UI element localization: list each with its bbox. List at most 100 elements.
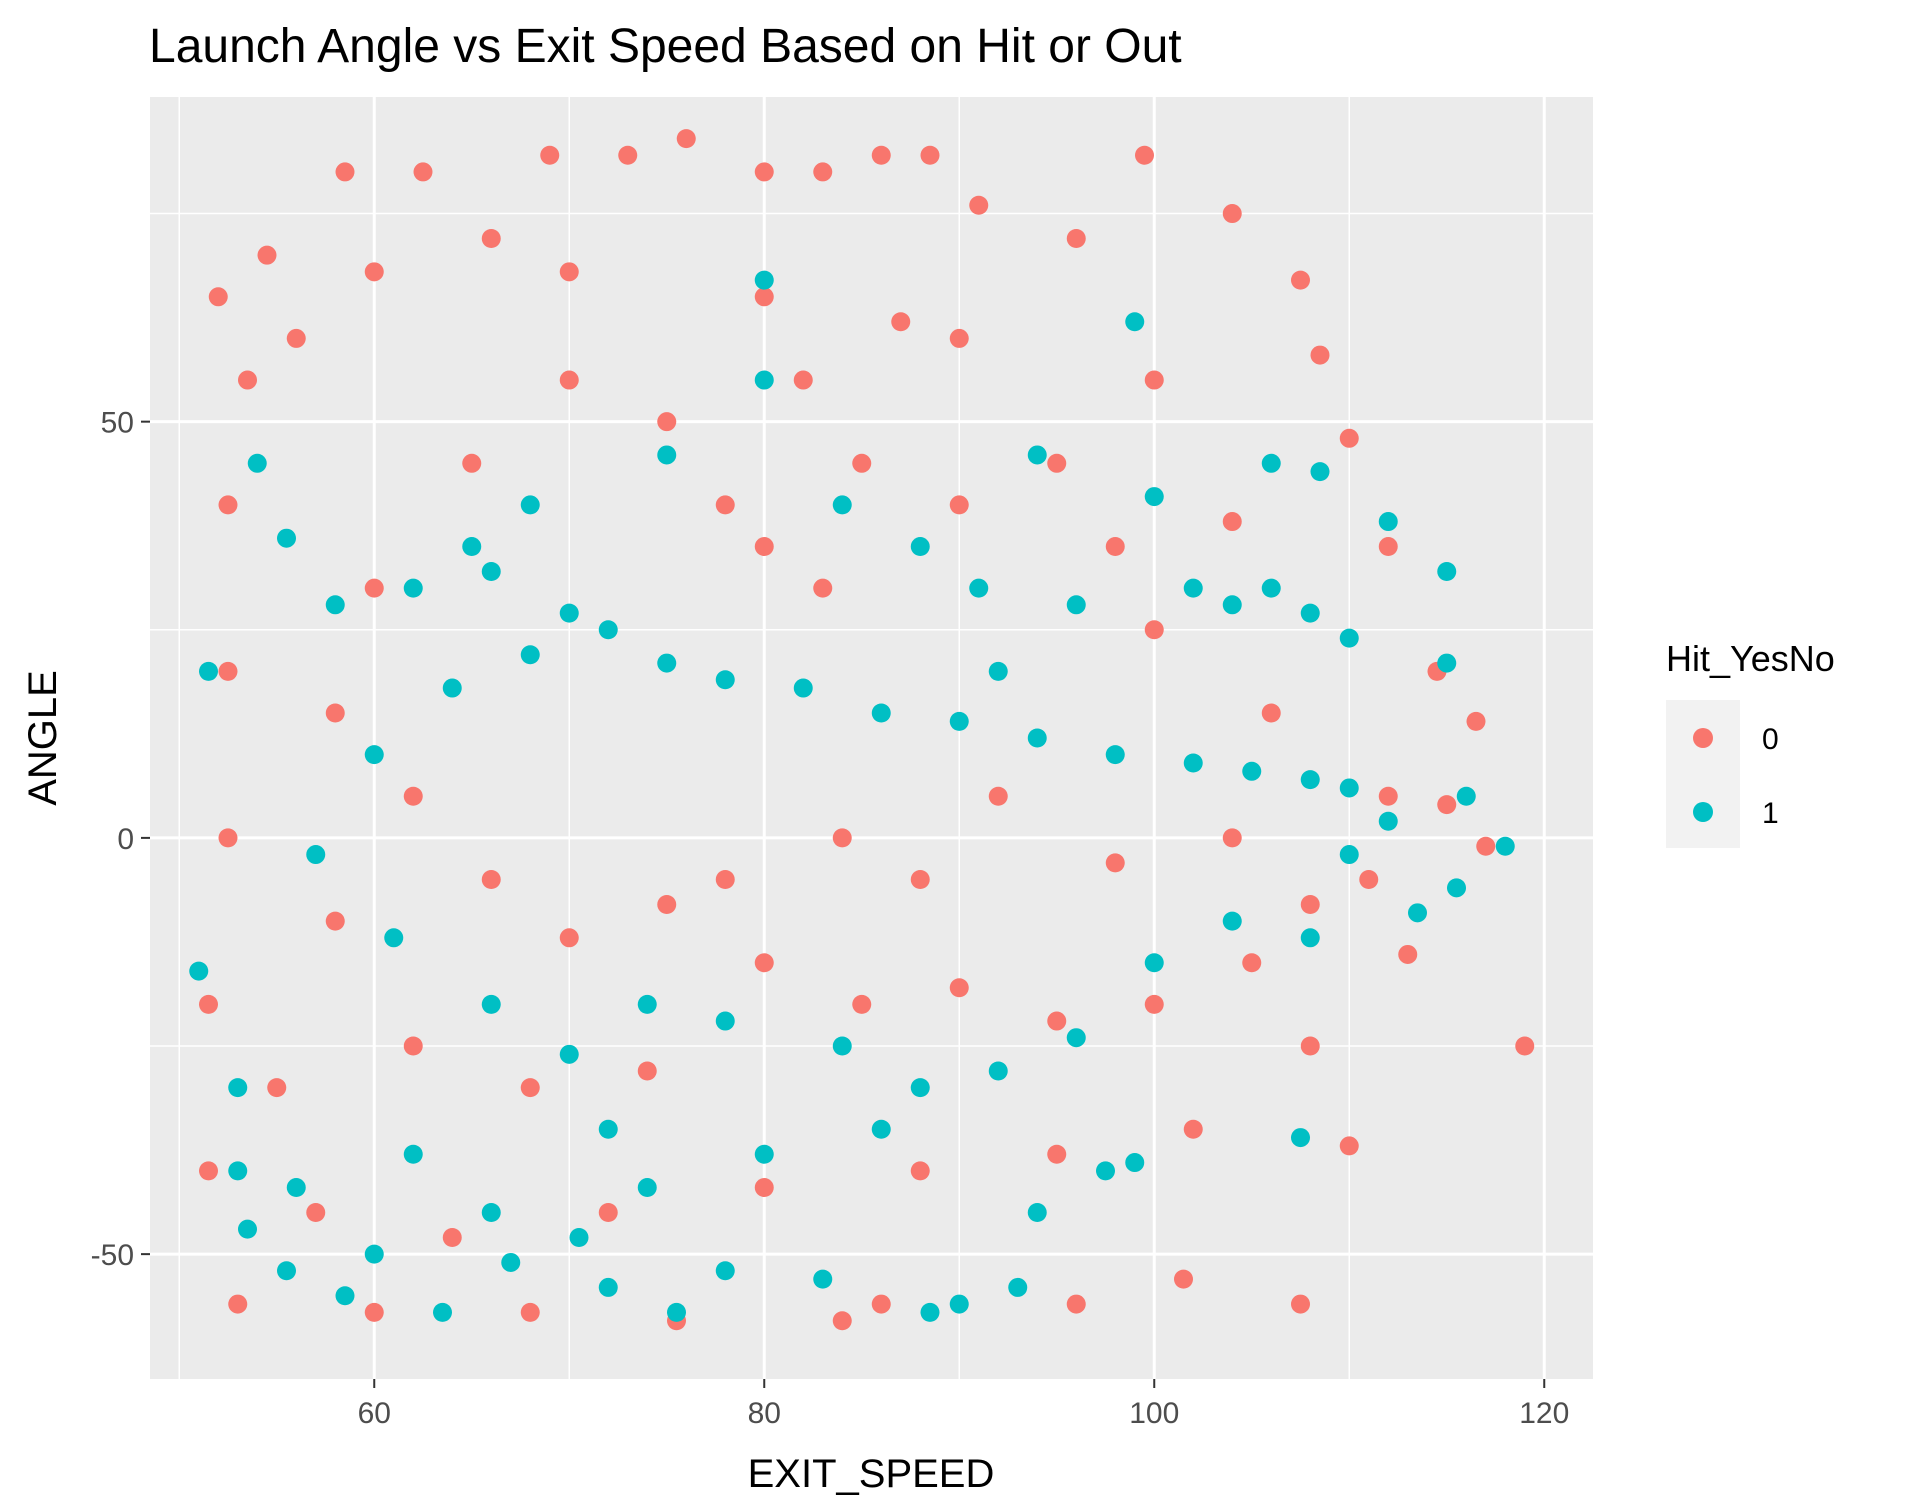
data-point-series-1 bbox=[715, 1011, 735, 1031]
data-point-series-0 bbox=[832, 1311, 852, 1331]
data-point-series-0 bbox=[793, 370, 813, 390]
data-point-series-0 bbox=[1242, 953, 1262, 973]
data-point-series-0 bbox=[228, 1294, 248, 1314]
data-point-series-1 bbox=[286, 1178, 306, 1198]
data-point-series-0 bbox=[1222, 828, 1242, 848]
data-point-series-1 bbox=[403, 1144, 423, 1164]
data-point-series-0 bbox=[1144, 994, 1164, 1014]
data-point-series-0 bbox=[1476, 836, 1496, 856]
axes: 60 80 100 120 -50 0 50 bbox=[91, 407, 1570, 1430]
data-point-series-1 bbox=[715, 1261, 735, 1281]
data-point-series-1 bbox=[364, 745, 384, 765]
legend-label: 1 bbox=[1762, 797, 1779, 830]
data-point-series-1 bbox=[988, 1061, 1008, 1081]
data-point-series-1 bbox=[1291, 1128, 1310, 1148]
data-point-series-0 bbox=[462, 453, 482, 473]
data-point-series-1 bbox=[1261, 578, 1281, 598]
data-point-series-1 bbox=[1339, 628, 1359, 648]
data-point-series-1 bbox=[832, 1036, 852, 1056]
data-point-series-0 bbox=[871, 1294, 891, 1314]
data-point-series-0 bbox=[754, 162, 774, 182]
data-point-series-1 bbox=[364, 1244, 384, 1264]
data-point-series-1 bbox=[1408, 903, 1427, 923]
data-point-series-0 bbox=[852, 453, 872, 473]
data-point-series-1 bbox=[637, 994, 657, 1014]
data-point-series-0 bbox=[657, 412, 677, 432]
data-point-series-0 bbox=[403, 1036, 423, 1056]
data-point-series-0 bbox=[208, 287, 228, 307]
x-tick-label: 120 bbox=[1519, 1397, 1569, 1430]
data-point-series-0 bbox=[920, 145, 940, 165]
legend-key-1 bbox=[1693, 802, 1713, 822]
data-point-series-0 bbox=[199, 1161, 218, 1181]
x-tick-label: 60 bbox=[358, 1397, 391, 1430]
data-point-series-0 bbox=[267, 1078, 287, 1098]
data-point-series-0 bbox=[1144, 370, 1164, 390]
data-point-series-1 bbox=[920, 1302, 940, 1322]
data-point-series-0 bbox=[715, 495, 735, 515]
data-point-series-0 bbox=[1105, 853, 1125, 873]
data-point-series-1 bbox=[754, 1144, 774, 1164]
data-point-series-1 bbox=[1447, 878, 1466, 898]
data-point-series-1 bbox=[667, 1302, 686, 1322]
data-point-series-0 bbox=[364, 262, 384, 282]
data-point-series-1 bbox=[481, 994, 501, 1014]
data-point-series-1 bbox=[442, 678, 462, 698]
data-point-series-0 bbox=[852, 994, 872, 1014]
data-point-series-1 bbox=[969, 578, 989, 598]
data-point-series-0 bbox=[1300, 1036, 1320, 1056]
data-point-series-0 bbox=[871, 145, 891, 165]
data-point-series-0 bbox=[1047, 453, 1067, 473]
data-point-series-0 bbox=[325, 703, 345, 723]
data-point-series-1 bbox=[1027, 728, 1047, 748]
data-point-series-1 bbox=[247, 453, 267, 473]
data-point-series-0 bbox=[1222, 512, 1242, 532]
data-point-series-0 bbox=[988, 786, 1008, 806]
data-point-series-0 bbox=[1047, 1144, 1067, 1164]
data-point-series-0 bbox=[238, 370, 257, 390]
data-point-series-1 bbox=[1339, 778, 1359, 798]
data-point-series-1 bbox=[1222, 595, 1242, 615]
data-point-series-0 bbox=[832, 828, 852, 848]
data-point-series-0 bbox=[1515, 1036, 1535, 1056]
data-point-series-1 bbox=[754, 270, 774, 290]
minor-gridlines bbox=[150, 97, 1593, 1379]
data-point-series-1 bbox=[1222, 911, 1242, 931]
data-point-series-1 bbox=[1300, 770, 1320, 790]
data-point-series-1 bbox=[520, 495, 540, 515]
data-point-series-0 bbox=[1066, 1294, 1086, 1314]
x-axis-title: EXIT_SPEED bbox=[748, 1452, 995, 1496]
data-point-series-0 bbox=[1378, 537, 1398, 557]
data-point-series-1 bbox=[1183, 578, 1203, 598]
data-point-series-0 bbox=[559, 928, 579, 948]
data-point-series-1 bbox=[1378, 811, 1398, 831]
y-tick-label: 0 bbox=[117, 823, 134, 856]
data-point-series-0 bbox=[1291, 270, 1310, 290]
data-point-series-0 bbox=[540, 145, 560, 165]
data-point-series-0 bbox=[910, 870, 930, 890]
data-point-series-0 bbox=[657, 894, 677, 914]
data-point-series-0 bbox=[1300, 894, 1320, 914]
data-point-series-1 bbox=[793, 678, 813, 698]
data-point-series-0 bbox=[1261, 703, 1281, 723]
data-point-series-0 bbox=[1378, 786, 1398, 806]
legend-key-background bbox=[1666, 700, 1740, 848]
data-point-series-0 bbox=[754, 1178, 774, 1198]
data-point-series-0 bbox=[618, 145, 638, 165]
data-point-series-1 bbox=[228, 1078, 248, 1098]
data-point-series-0 bbox=[520, 1302, 540, 1322]
data-point-series-1 bbox=[325, 595, 345, 615]
data-point-series-1 bbox=[598, 1119, 618, 1139]
data-point-series-0 bbox=[637, 1061, 657, 1081]
data-point-series-0 bbox=[891, 312, 911, 332]
data-point-series-0 bbox=[598, 1203, 618, 1223]
data-point-series-0 bbox=[1398, 944, 1418, 964]
data-point-series-1 bbox=[715, 670, 735, 690]
data-point-series-0 bbox=[949, 328, 969, 348]
data-point-series-1 bbox=[637, 1178, 657, 1198]
data-point-series-0 bbox=[910, 1161, 930, 1181]
data-point-series-1 bbox=[598, 1277, 618, 1297]
data-point-series-0 bbox=[1339, 428, 1359, 448]
legend: Hit_YesNo 0 1 bbox=[1666, 638, 1835, 848]
data-point-series-0 bbox=[325, 911, 345, 931]
